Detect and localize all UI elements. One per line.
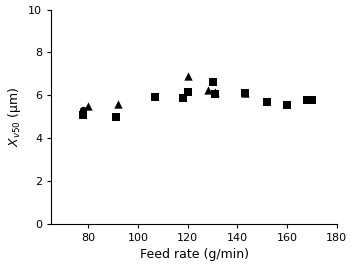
Point [80, 108, 86, 112]
Point [115, 102, 121, 106]
Point [80, 112, 86, 117]
Point [242, 91, 248, 95]
Point [180, 96, 186, 101]
Point [113, 115, 119, 119]
Point [212, 92, 218, 96]
Point [242, 91, 248, 95]
Point [185, 90, 191, 94]
Point [205, 88, 210, 92]
Y-axis label: $X_{v50}$ (μm): $X_{v50}$ (μm) [6, 87, 23, 147]
Point [285, 103, 290, 107]
Point [153, 95, 158, 100]
Point [212, 90, 218, 94]
Point [185, 74, 191, 78]
Point [264, 100, 270, 104]
Point [210, 80, 215, 85]
Point [304, 97, 310, 102]
Point [85, 104, 91, 108]
X-axis label: Feed rate (g/min): Feed rate (g/min) [139, 249, 249, 261]
Point [309, 97, 315, 102]
